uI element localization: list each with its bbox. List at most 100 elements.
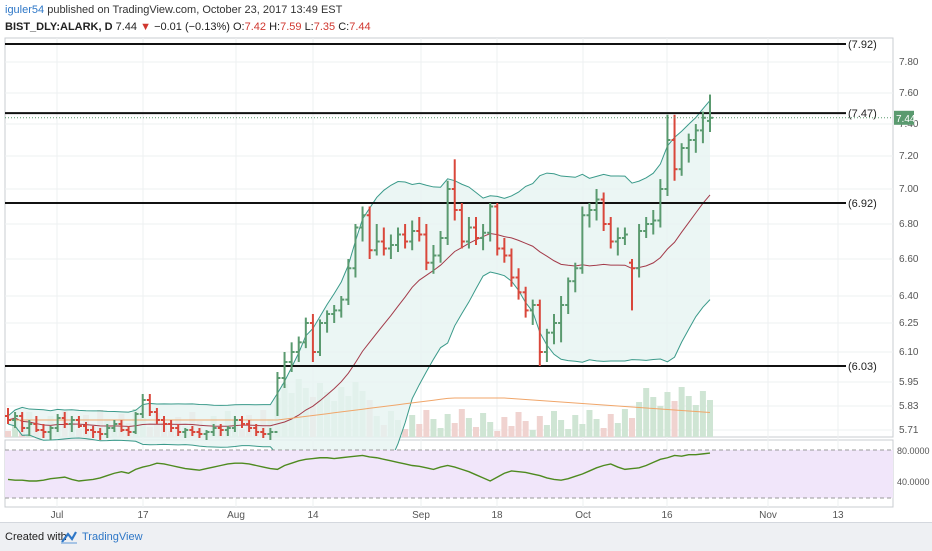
ohlc-bar [473,217,479,245]
ohlc-bar [295,336,302,362]
volume-bar [451,423,458,437]
ohlc-bar [501,238,508,263]
ohlc-bar [125,426,132,436]
volume-bar [607,414,614,437]
y-tick-label: 5.95 [899,377,919,388]
volume-bar [458,409,465,437]
ohlc-bar [111,420,118,432]
x-tick-label: Oct [575,510,591,521]
volume-bar [565,429,572,437]
ohlc-bar [33,416,40,432]
last-price-text: 7.44 [896,114,916,125]
x-tick-label: Nov [759,510,777,521]
volume-bar [494,431,501,437]
ohlc-bar [97,428,104,440]
volume-bar [515,412,522,437]
ohlc-bar [437,231,444,263]
ohlc-bar [288,342,295,372]
publish-text: published on TradingView.com, October 23… [47,4,343,16]
rsi-line [7,452,711,482]
ohlc-bar [402,224,409,249]
ohlc-bar [161,416,167,432]
ohlc-bar [239,416,245,428]
level-label: (7.92) [848,39,877,51]
last-price: 7.44 [115,21,138,33]
ohlc-bar [650,210,657,235]
ohlc-bar [19,412,26,432]
ohlc-bar [175,424,182,436]
tradingview-logo-icon [61,531,77,544]
ohlc-bar [203,430,210,440]
ohlc-bar [586,203,593,228]
ohlc-bar [168,420,175,432]
ohlc-bar [657,179,664,228]
ohlc-bar [423,224,430,271]
y-tick-label: 5.71 [899,425,919,436]
high-label: H: [269,21,281,33]
ohlc-bar [317,319,323,356]
ohlc-bar [324,310,331,333]
ohlc-bar [217,424,224,436]
ohlc-bar [118,420,125,432]
ohlc-bar [480,224,487,251]
volume-bar [551,411,557,437]
ohlc-bar [189,426,196,436]
ohlc-bar [579,206,586,274]
ohlc-bar [90,426,97,438]
ohlc-bar [83,422,89,434]
volume-bar [522,421,529,437]
ohlc-bar [607,217,614,249]
ohlc-bar [515,268,522,300]
ohlc-bar [458,203,465,249]
ohlc-bar [366,206,373,259]
ohlc-bar [487,203,494,242]
ohlc-bar [12,412,19,428]
volume-bar [487,422,494,437]
ohlc-bar [246,420,253,432]
volume-bar [657,406,664,437]
volume-bar [437,428,444,437]
ohlc-bar [593,189,600,221]
y-tick-label: 5.83 [899,401,919,412]
rsi-tick-label: 40.0000 [897,477,930,487]
close-value: 7.44 [349,21,371,33]
ohlc-bar [565,277,572,314]
footer-bar: Created with TradingView [0,522,932,551]
ohlc-bar [302,317,309,349]
volume-bar [536,416,543,437]
ohlc-bar [543,328,550,362]
volume-bar [402,429,409,437]
volume-bar [664,392,671,437]
ohlc-bar [430,245,437,274]
tradingview-link[interactable]: TradingView [82,531,143,543]
ohlc-bar [529,299,536,325]
price-change: −0.01 (−0.13%) [154,21,230,33]
ohlc-bar [224,426,231,436]
volume-bar [600,428,607,437]
volume-bar [508,426,515,437]
ohlc-bar [104,424,111,438]
ohlc-bar [664,114,671,196]
volume-bar [678,387,685,437]
ohlc-bar [522,286,529,318]
y-tick-label: 7.00 [899,184,919,195]
level-label: (6.03) [848,361,877,373]
volume-bar [572,415,579,437]
publish-info: iguler54 published on TradingView.com, O… [5,4,342,16]
author-link[interactable]: iguler54 [5,4,45,16]
volume-bar [416,424,423,437]
ohlc-bar [621,227,628,245]
y-tick-label: 6.60 [899,254,919,265]
volume-bar [465,418,472,437]
close-label: C: [338,21,350,33]
volume-ma-line [8,397,711,421]
symbol-info: BIST_DLY:ALARK, D 7.44 ▼ −0.01 (−0.13%) … [5,21,371,33]
y-tick-label: 6.40 [899,291,919,302]
level-label: (7.47) [848,108,877,120]
ohlc-bar [494,203,501,256]
volume-bar [409,415,416,437]
bollinger-basis [7,194,711,427]
price-chart[interactable]: Jul17Aug14Sep18Oct16Nov137.807.607.407.2… [0,0,932,522]
ohlc-bar [196,428,203,438]
x-tick-label: 18 [491,510,503,521]
